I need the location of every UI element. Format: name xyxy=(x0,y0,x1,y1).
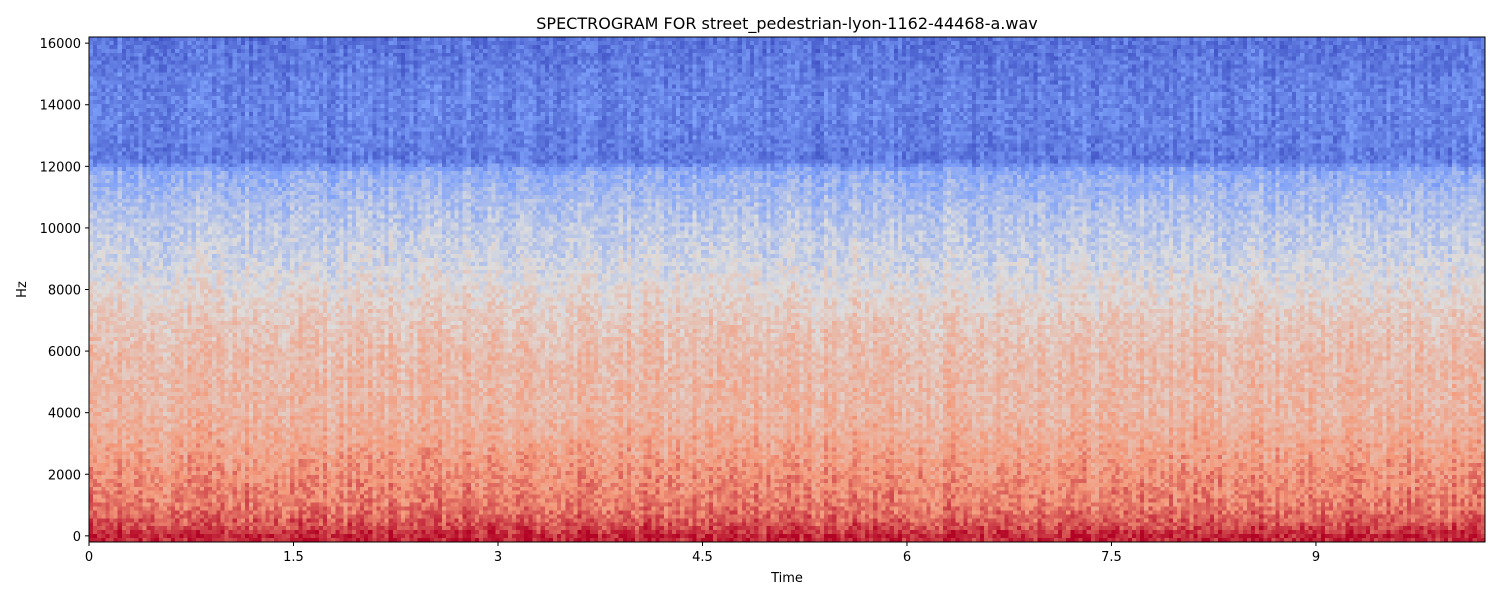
y-tick-label: 0 xyxy=(73,530,81,545)
spectrogram-heatmap xyxy=(89,37,1485,542)
y-tick-label: 14000 xyxy=(40,99,81,114)
x-tick-label: 0 xyxy=(85,550,93,565)
x-tick-label: 6 xyxy=(903,550,911,565)
y-axis-label: Hz xyxy=(15,281,30,298)
y-tick-label: 2000 xyxy=(48,468,81,483)
x-tick-label: 7.5 xyxy=(1101,550,1122,565)
y-tick-label: 6000 xyxy=(48,345,81,360)
y-tick-label: 12000 xyxy=(40,160,81,175)
y-tick-label: 4000 xyxy=(48,407,81,422)
y-tick-label: 10000 xyxy=(40,222,81,237)
x-tick-label: 1.5 xyxy=(283,550,304,565)
y-axis: 0 2000 4000 6000 8000 10000 12000 14000 16000 xyxy=(40,37,89,545)
x-tick-label: 3 xyxy=(494,550,502,565)
chart-title: SPECTROGRAM FOR street_pedestrian-lyon-1… xyxy=(536,14,1037,34)
y-tick-label: 16000 xyxy=(40,37,81,52)
spectrogram-image xyxy=(89,37,1485,542)
x-axis-label: Time xyxy=(770,571,803,586)
x-tick-label: 9 xyxy=(1312,550,1320,565)
x-axis: 0 1.5 3 4.5 6 7.5 9 xyxy=(85,542,1320,565)
y-tick-label: 8000 xyxy=(48,284,81,299)
x-tick-label: 4.5 xyxy=(692,550,713,565)
